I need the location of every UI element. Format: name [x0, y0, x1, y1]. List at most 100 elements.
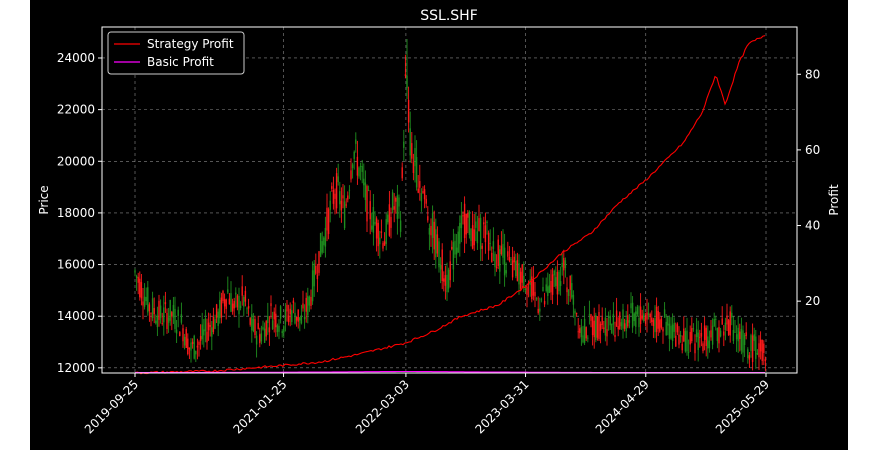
candle-body: [335, 173, 338, 209]
candle-body: [388, 204, 391, 236]
candle-body: [332, 190, 335, 204]
candle-body: [220, 297, 223, 318]
candle-body: [548, 285, 551, 293]
candle-body: [703, 325, 706, 340]
candle-body: [625, 320, 627, 332]
candle-body: [558, 271, 560, 292]
candle-body: [742, 330, 744, 353]
candle-body: [339, 191, 341, 205]
candle-body: [318, 251, 320, 273]
candle-body: [355, 139, 357, 144]
candle-body: [315, 266, 317, 274]
candle-body: [579, 328, 581, 333]
candle-body: [683, 328, 685, 342]
candle-body: [244, 290, 247, 302]
candle-body: [321, 241, 323, 253]
candle-body: [363, 178, 365, 186]
candle-body: [366, 186, 368, 222]
candle-body: [174, 308, 176, 330]
candle-body: [348, 189, 351, 191]
candle-body: [260, 333, 263, 342]
candle-body: [534, 291, 536, 297]
candle-body: [267, 315, 269, 324]
candle-body: [697, 332, 699, 351]
candle-body: [327, 209, 330, 235]
candle-body: [724, 322, 727, 331]
candle-body: [211, 327, 213, 337]
candle-body: [343, 201, 346, 229]
candle-body: [326, 207, 328, 231]
candle-body: [191, 341, 194, 345]
candle-body: [654, 318, 656, 333]
y-left-tick-label: 22000: [57, 103, 95, 117]
candle-body: [359, 165, 362, 167]
candle-body: [487, 232, 490, 251]
candle-body: [737, 327, 739, 342]
candle-body: [495, 266, 498, 269]
candle-body: [177, 309, 179, 316]
candle-body: [358, 167, 360, 177]
candle-body: [265, 321, 267, 337]
candle-body: [755, 336, 757, 359]
candle-body: [379, 237, 381, 245]
candle-body: [492, 241, 495, 249]
candle-body: [246, 308, 248, 310]
candle-body: [135, 275, 138, 278]
candle-body: [478, 218, 480, 231]
candlesticks: [134, 39, 767, 372]
candle-body: [150, 313, 152, 315]
candle-body: [387, 214, 389, 223]
candle-body: [443, 278, 445, 282]
candle-body: [423, 189, 426, 200]
candle-body: [206, 331, 208, 343]
candle-body: [743, 335, 746, 346]
candle-body: [395, 197, 397, 202]
candle-body: [591, 316, 594, 336]
candle-body: [143, 296, 146, 307]
candle-body: [601, 317, 603, 325]
candle-body: [259, 334, 261, 344]
candle-body: [641, 315, 643, 319]
candle-body: [623, 323, 626, 329]
candle-body: [535, 298, 538, 300]
candle-body: [764, 359, 767, 362]
candle-body: [166, 312, 168, 329]
candle-body: [607, 316, 610, 318]
candle-body: [531, 276, 533, 300]
candle-body: [148, 304, 151, 312]
candle-body: [276, 325, 279, 333]
candle-body: [484, 225, 487, 243]
candle-body: [713, 319, 715, 326]
candle-body: [665, 321, 667, 336]
candle-body: [593, 320, 595, 338]
candle-body: [311, 270, 314, 302]
candle-body: [675, 335, 677, 347]
candle-body: [659, 319, 661, 332]
candle-body: [164, 302, 167, 305]
candle-body: [583, 318, 586, 343]
candle-body: [747, 349, 749, 359]
candle-body: [500, 245, 503, 255]
candle-body: [502, 244, 504, 258]
candle-body: [518, 263, 520, 285]
y-left-tick-label: 18000: [57, 206, 95, 220]
candle-body: [217, 311, 219, 326]
candle-body: [585, 327, 587, 339]
candle-body: [255, 335, 258, 345]
candle-body: [483, 222, 485, 225]
candle-body: [172, 305, 175, 318]
candle-body: [716, 327, 719, 342]
candle-body: [649, 314, 651, 318]
candle-body: [252, 318, 255, 332]
candle-body: [539, 308, 541, 312]
y-right-tick-label: 40: [805, 219, 820, 233]
candle-body: [263, 328, 266, 343]
legend-label-basic: Basic Profit: [147, 55, 214, 69]
candle-body: [156, 316, 159, 328]
candle-body: [638, 317, 640, 328]
candle-body: [540, 299, 543, 301]
candle-body: [494, 253, 496, 268]
candle-body: [499, 249, 501, 272]
candle-body: [241, 286, 243, 296]
candle-body: [412, 162, 415, 174]
